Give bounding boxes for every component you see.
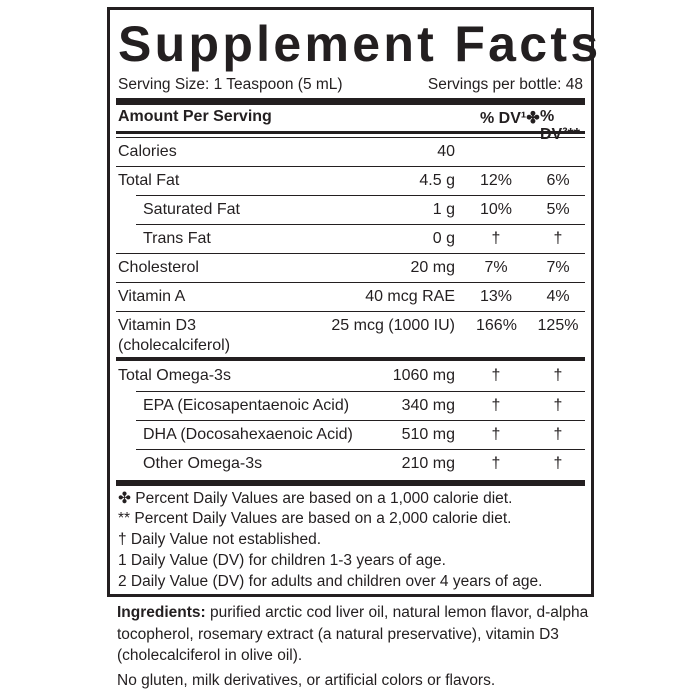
nutrient-amount: 0 g	[432, 230, 455, 247]
dv1-value: †	[491, 455, 501, 472]
nutrient-amount: 20 mg	[410, 259, 455, 276]
dv2-value: 7%	[546, 259, 570, 276]
serving-size: Serving Size: 1 Teaspoon (5 mL)	[118, 76, 343, 93]
ingredients-text: purified arctic cod liver oil, natural l…	[117, 604, 589, 664]
nutrient-name: Total Fat	[118, 172, 180, 189]
column-header: Amount Per Serving % DV¹✤ % DV²**	[118, 108, 583, 143]
nutrient-name: EPA (Eicosapentaenoic Acid)	[143, 397, 350, 414]
dv1-value: †	[491, 426, 501, 443]
ingredients-label: Ingredients:	[117, 604, 206, 621]
nutrient-row: Other Omega-3s 210 mg † †	[136, 449, 585, 478]
nutrient-amount: 4.5 g	[419, 172, 455, 189]
nutrient-row: Trans Fat 0 g † †	[136, 224, 585, 253]
servings-per-bottle: Servings per bottle: 48	[427, 76, 583, 93]
nutrient-amount: 210 mg	[401, 455, 455, 472]
nutrient-row: DHA (Docosahexaenoic Acid) 510 mg † †	[136, 420, 585, 449]
footnote: 2 Daily Value (DV) for adults and childr…	[118, 573, 543, 590]
nutrient-row: Saturated Fat 1 g 10% 5%	[136, 195, 585, 224]
thick-divider	[116, 357, 585, 361]
dv1-value: 7%	[484, 259, 508, 276]
nutrient-name: Vitamin D3	[118, 317, 196, 334]
nutrient-subname: (cholecalciferol)	[118, 337, 231, 354]
dv2-value: 4%	[546, 288, 570, 305]
nutrient-row: Calories 40	[116, 137, 585, 166]
nutrient-row: Vitamin D3 (cholecalciferol) 25 mcg (1000 …	[116, 311, 585, 358]
dv1-value: †	[491, 397, 501, 414]
dv2-value: †	[553, 455, 563, 472]
nutrient-name: DHA (Docosahexaenoic Acid)	[143, 426, 353, 443]
dv2-value: 125%	[537, 317, 579, 334]
allergen-note: No gluten, milk derivatives, or artifici…	[117, 672, 496, 689]
nutrient-name: Other Omega-3s	[143, 455, 263, 472]
footnote: † Daily Value not established.	[118, 531, 322, 548]
dv2-value: 6%	[546, 172, 570, 189]
dv1-value: †	[491, 367, 501, 384]
nutrient-name: Vitamin A	[118, 288, 186, 305]
nutrient-amount: 40	[437, 143, 455, 160]
nutrient-amount: 340 mg	[401, 397, 455, 414]
nutrient-name: Trans Fat	[143, 230, 211, 247]
footnote: 1 Daily Value (DV) for children 1-3 year…	[118, 552, 446, 569]
nutrient-amount: 1060 mg	[392, 367, 455, 384]
panel-title: Supplement Facts	[118, 16, 602, 72]
dv2-value: †	[553, 397, 563, 414]
nutrient-amount: 510 mg	[401, 426, 455, 443]
footnote: ✤ Percent Daily Values are based on a 1,…	[118, 490, 513, 507]
nutrient-row: Vitamin A 40 mcg RAE 13% 4%	[116, 282, 585, 311]
dv2-value: †	[553, 367, 563, 384]
nutrient-name: Calories	[118, 143, 177, 160]
nutrient-row: Cholesterol 20 mg 7% 7%	[116, 253, 585, 282]
amount-header: Amount Per Serving	[118, 108, 272, 125]
nutrient-name: Cholesterol	[118, 259, 199, 276]
serving-info: Serving Size: 1 Teaspoon (5 mL) Servings…	[118, 76, 583, 94]
dv2-value: †	[553, 230, 563, 247]
nutrient-row: EPA (Eicosapentaenoic Acid) 340 mg † †	[136, 391, 585, 420]
nutrient-amount: 25 mcg (1000 IU)	[331, 317, 455, 334]
nutrient-row: Total Omega-3s 1060 mg † †	[116, 362, 585, 390]
divider	[116, 131, 585, 134]
dv2-value: 5%	[546, 201, 570, 218]
nutrient-row: Total Fat 4.5 g 12% 6%	[116, 166, 585, 195]
nutrient-amount: 1 g	[432, 201, 455, 218]
thick-divider	[116, 98, 585, 105]
dv1-value: †	[491, 230, 501, 247]
dv2-value: †	[553, 426, 563, 443]
nutrient-amount: 40 mcg RAE	[365, 288, 455, 305]
supplement-facts-panel: Supplement Facts Serving Size: 1 Teaspoo…	[107, 7, 602, 597]
dv1-header: % DV¹✤	[480, 110, 540, 127]
nutrient-name: Saturated Fat	[143, 201, 240, 218]
dv2-header: % DV²**	[540, 108, 581, 143]
thick-divider	[116, 480, 585, 486]
dv1-value: 12%	[479, 172, 513, 189]
dv1-value: 10%	[479, 201, 513, 218]
nutrient-name: Total Omega-3s	[118, 367, 231, 384]
dv1-value: 13%	[479, 288, 513, 305]
ingredients: Ingredients: purified arctic cod liver o…	[117, 602, 597, 667]
dv1-value: 166%	[476, 317, 517, 334]
footnote: ** Percent Daily Values are based on a 2…	[118, 510, 512, 527]
